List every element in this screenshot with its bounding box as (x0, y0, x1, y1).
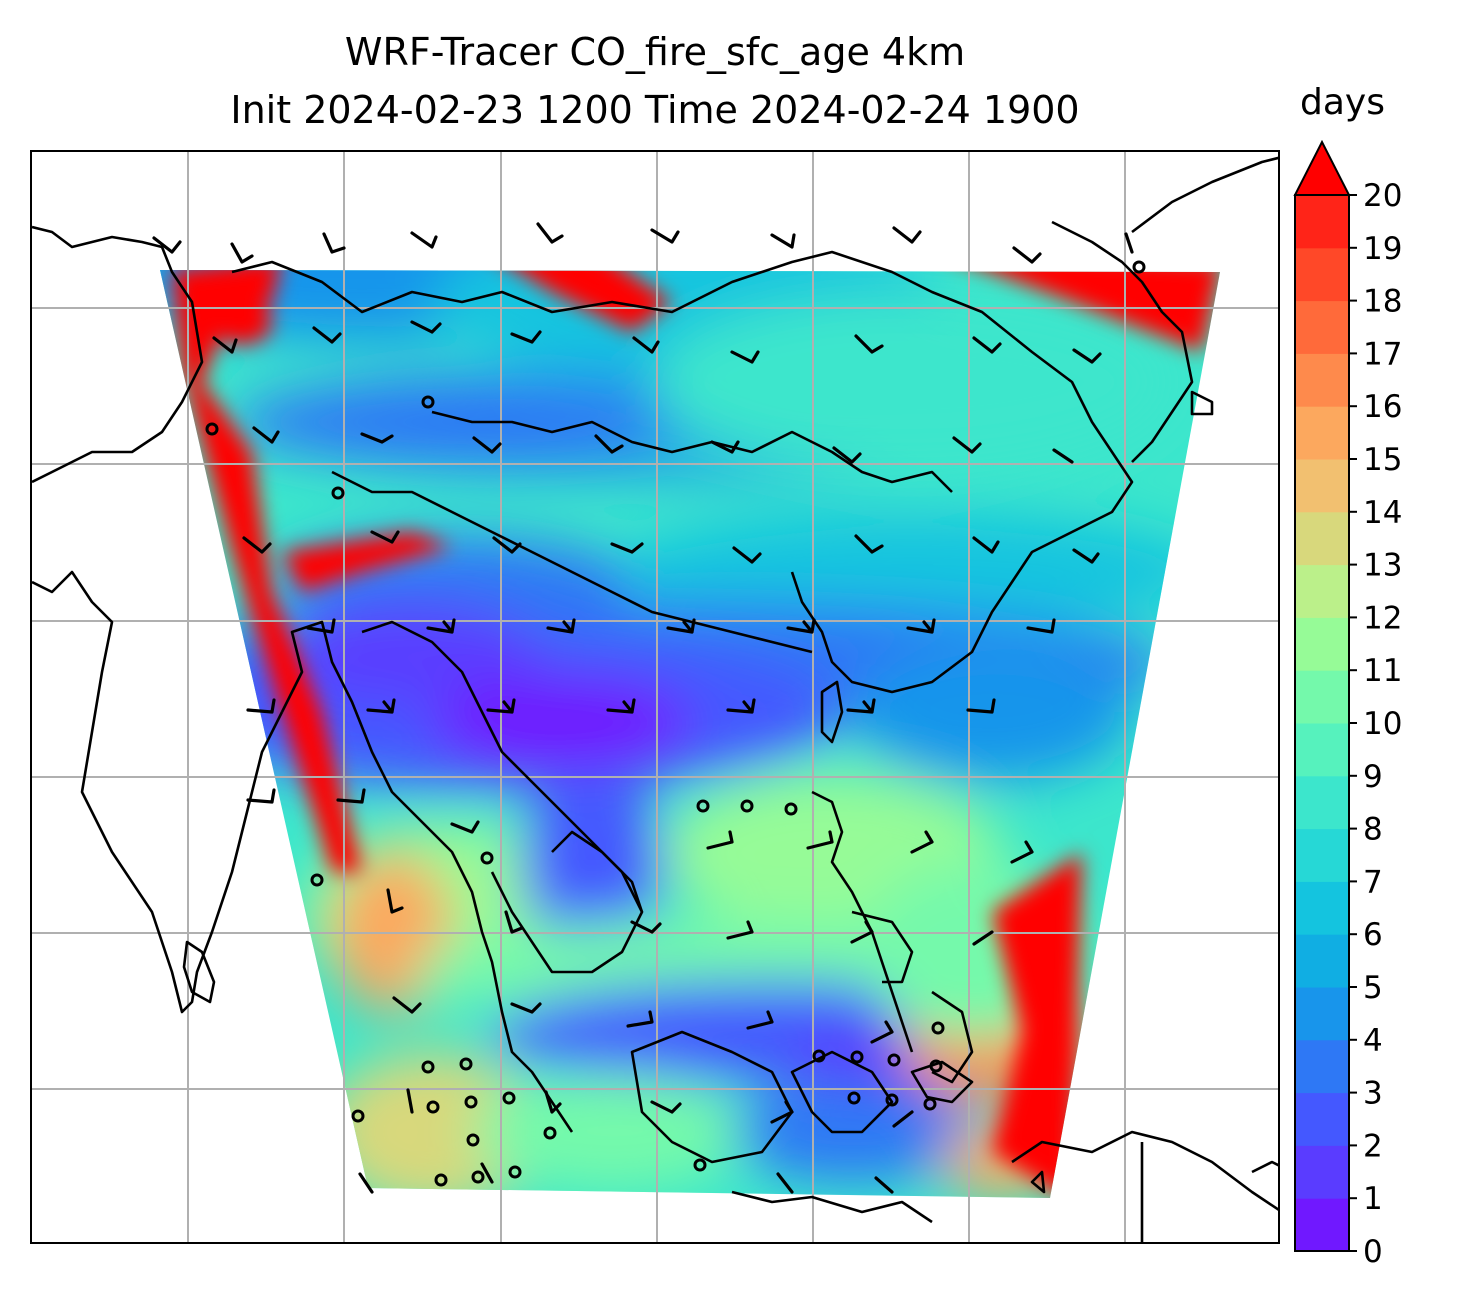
colorbar-segment (1295, 1198, 1349, 1252)
colorbar-tick-label: 13 (1363, 548, 1402, 584)
map-plot (32, 152, 1278, 1242)
colorbar-segment (1295, 353, 1349, 407)
colorbar-segment (1295, 1039, 1349, 1094)
colorbar-tick-label: 16 (1363, 389, 1402, 425)
colorbar-tick-label: 19 (1363, 231, 1402, 267)
colorbar-segment (1295, 934, 1349, 988)
colorbar-segment (1295, 1145, 1349, 1199)
colorbar-extend-arrow (1293, 140, 1351, 196)
colorbar-tick-label: 9 (1363, 759, 1383, 795)
colorbar-tick-label: 20 (1363, 178, 1402, 214)
tracer-age-field (160, 270, 1220, 1198)
colorbar-segment (1295, 723, 1349, 777)
colorbar-tick-label: 14 (1363, 495, 1402, 531)
colorbar-tick-label: 8 (1363, 812, 1383, 848)
colorbar-tick-label: 15 (1363, 442, 1402, 478)
colorbar-tick-label: 3 (1363, 1076, 1383, 1112)
map-title-line2: Init 2024-02-23 1200 Time 2024-02-24 190… (230, 88, 1080, 132)
colorbar-unit-label: days (1300, 82, 1385, 123)
colorbar-segments (1295, 195, 1349, 1252)
colorbar-segment (1295, 564, 1349, 618)
colorbar-segment (1295, 828, 1349, 882)
colorbar-tick-label: 11 (1363, 653, 1402, 689)
colorbar-tick-label: 2 (1363, 1128, 1383, 1164)
colorbar-tick-label: 17 (1363, 336, 1402, 372)
map-gridlines (32, 152, 1278, 1242)
colorbar-tick-label: 7 (1363, 864, 1383, 900)
colorbar-segment (1295, 881, 1349, 935)
colorbar-tick-label: 18 (1363, 284, 1402, 320)
colorbar-segment (1295, 247, 1349, 302)
colorbar-segment (1295, 195, 1349, 249)
colorbar-tick-label: 10 (1363, 706, 1402, 742)
map-frame[interactable] (30, 150, 1280, 1244)
colorbar-segment (1295, 1092, 1349, 1146)
colorbar-segment (1295, 511, 1349, 566)
colorbar-tick-label: 1 (1363, 1181, 1383, 1217)
colorbar-segment (1295, 300, 1349, 354)
colorbar-segment (1295, 406, 1349, 460)
colorbar-tick-label: 4 (1363, 1023, 1383, 1059)
colorbar-tick-label: 6 (1363, 917, 1383, 953)
colorbar-segment (1295, 670, 1349, 724)
coastlines (32, 156, 1278, 1242)
colorbar-segment (1295, 775, 1349, 830)
colorbar-tick-label: 12 (1363, 600, 1402, 636)
wind-barbs (152, 222, 1134, 1194)
map-title-line1: WRF-Tracer CO_fire_sfc_age 4km (344, 30, 966, 74)
calm-wind-markers (205, 260, 1146, 1187)
colorbar-segment (1295, 987, 1349, 1041)
colorbar-tick-label: 0 (1363, 1234, 1383, 1270)
colorbar-segment (1295, 617, 1349, 671)
colorbar-tick-label: 5 (1363, 970, 1383, 1006)
colorbar-segment (1295, 459, 1349, 513)
